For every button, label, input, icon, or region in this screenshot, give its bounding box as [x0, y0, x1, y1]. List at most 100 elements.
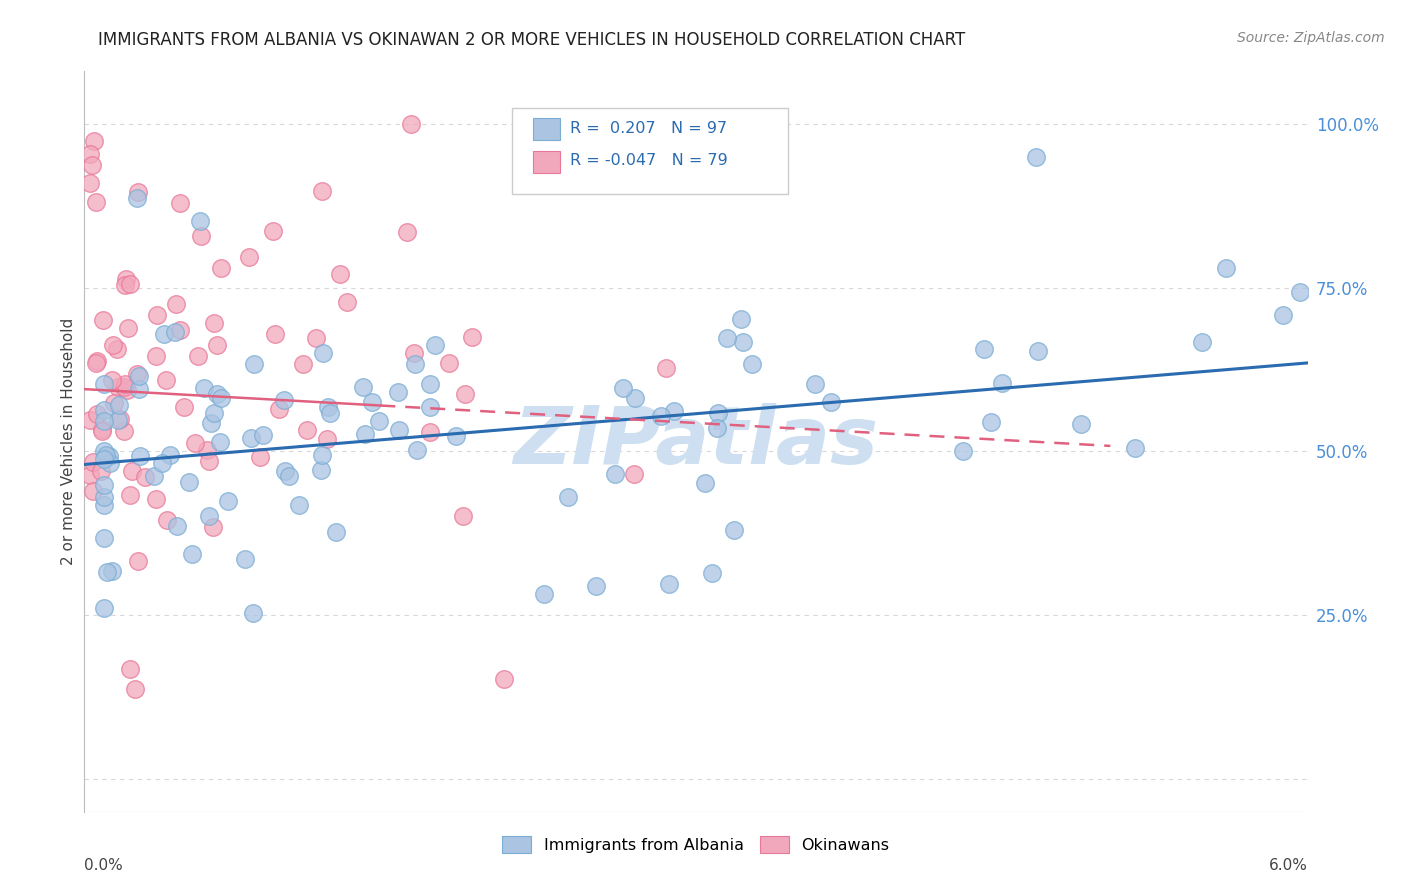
Point [444, 428, 467, 442]
Point [295, 423, 318, 437]
Point [360, 394, 382, 409]
Point [209, 260, 232, 275]
Point [233, 551, 256, 566]
Point [93, 451, 115, 466]
Point [453, 387, 475, 401]
Point [190, 214, 212, 228]
Point [93, 403, 115, 417]
Point [128, 382, 150, 396]
Point [1125, 441, 1147, 455]
Point [741, 357, 763, 371]
Point [650, 409, 672, 423]
Point [96, 565, 118, 579]
Point [112, 424, 135, 438]
Point [733, 335, 755, 350]
Point [557, 491, 579, 505]
Point [267, 401, 290, 416]
Point [114, 278, 136, 293]
Point [134, 469, 156, 483]
Point [243, 357, 266, 371]
Point [165, 326, 187, 340]
Point [309, 463, 332, 477]
Point [354, 426, 377, 441]
Point [93, 376, 115, 391]
Point [202, 520, 225, 534]
Point [124, 682, 146, 697]
Point [655, 361, 678, 376]
Point [117, 321, 139, 335]
Bar [533, 118, 560, 140]
Point [204, 406, 226, 420]
Point [242, 606, 264, 620]
Point [98, 456, 121, 470]
Point [82, 455, 104, 469]
Point [93, 600, 115, 615]
Point [152, 456, 174, 470]
Point [693, 476, 716, 491]
Point [107, 380, 129, 394]
Point [101, 373, 124, 387]
Point [494, 672, 516, 686]
Text: R = -0.047   N = 79: R = -0.047 N = 79 [569, 153, 728, 169]
Point [79, 468, 101, 483]
Point [127, 554, 149, 568]
Point [249, 450, 271, 464]
Point [208, 435, 231, 450]
Point [952, 443, 974, 458]
Point [419, 425, 441, 439]
Point [110, 411, 132, 425]
Point [205, 338, 228, 352]
Point [86, 354, 108, 368]
Text: R =  0.207   N = 97: R = 0.207 N = 97 [569, 121, 727, 136]
Point [83, 134, 105, 148]
Point [706, 421, 728, 435]
Point [396, 225, 419, 239]
Point [90, 422, 112, 436]
Point [402, 345, 425, 359]
Point [169, 323, 191, 337]
Point [318, 400, 340, 414]
Point [1289, 285, 1312, 299]
Point [991, 376, 1014, 390]
Bar [533, 151, 560, 173]
Point [405, 443, 427, 458]
Point [159, 448, 181, 462]
Text: Source: ZipAtlas.com: Source: ZipAtlas.com [1237, 31, 1385, 45]
Point [145, 349, 167, 363]
Point [84, 356, 107, 370]
Point [125, 367, 148, 381]
Text: ZIPatlas: ZIPatlas [513, 402, 879, 481]
Point [93, 443, 115, 458]
Point [658, 577, 681, 591]
Point [1191, 335, 1213, 350]
Point [145, 309, 167, 323]
Point [190, 229, 212, 244]
Point [399, 117, 422, 131]
Point [623, 391, 645, 405]
Point [93, 478, 115, 492]
Point [197, 508, 219, 523]
Point [1215, 260, 1237, 275]
Point [118, 662, 141, 676]
Point [585, 578, 607, 592]
Point [86, 194, 108, 209]
Point [423, 338, 446, 352]
Point [91, 424, 114, 438]
Point [108, 398, 131, 412]
Point [533, 587, 555, 601]
Point [90, 464, 112, 478]
Point [319, 406, 342, 420]
Point [79, 147, 101, 161]
Point [153, 326, 176, 341]
Point [79, 177, 101, 191]
Text: 0.0%: 0.0% [84, 857, 124, 872]
Point [325, 525, 347, 540]
Point [169, 196, 191, 211]
Point [437, 356, 460, 370]
Point [101, 338, 124, 352]
Point [706, 406, 728, 420]
Y-axis label: 2 or more Vehicles in Household: 2 or more Vehicles in Household [60, 318, 76, 566]
Point [143, 469, 166, 483]
Point [311, 184, 333, 198]
Point [217, 494, 239, 508]
